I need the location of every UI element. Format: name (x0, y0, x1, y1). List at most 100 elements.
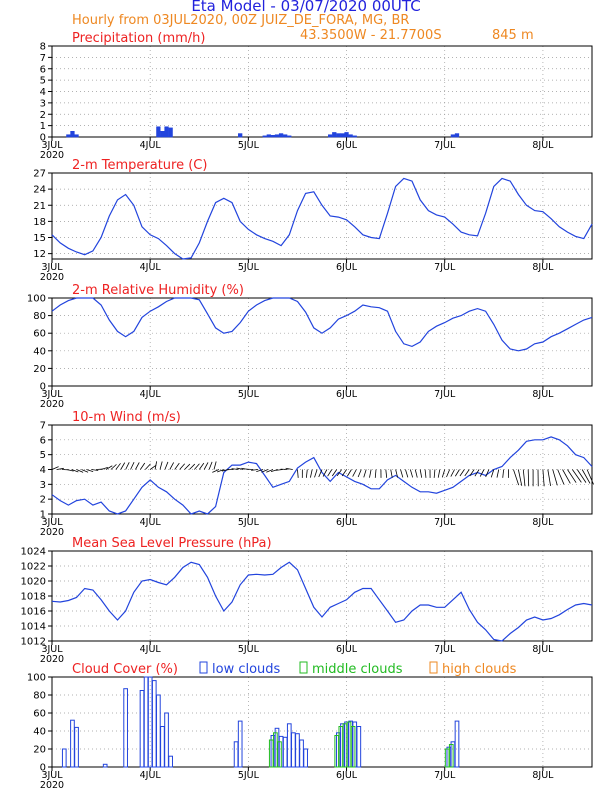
precip-bar (332, 132, 337, 138)
wind-barb (91, 469, 99, 471)
y-tick-label: 40 (33, 727, 46, 738)
wind-barb (395, 469, 399, 478)
wind-barb (213, 461, 217, 470)
y-tick-label: 20 (33, 745, 46, 756)
y-tick-label: 5 (40, 450, 46, 461)
panel-title: 10-m Wind (m/s) (72, 410, 181, 425)
wind-barb (81, 469, 89, 473)
wind-barb (203, 462, 209, 470)
x-tick-label: 7JUL (434, 262, 456, 273)
y-tick-label: 60 (33, 709, 46, 720)
y-tick-label: 15 (33, 233, 46, 244)
wind-barb (236, 467, 244, 470)
bar-low-clouds (139, 690, 145, 768)
wind-barb (159, 461, 163, 470)
x-tick-label: 8JUL (532, 644, 554, 655)
y-tick-label: 100 (27, 294, 46, 305)
wind-barb (446, 469, 451, 478)
x-tick-label: 4JUL (140, 262, 162, 273)
panel-title: Cloud Cover (%) (72, 662, 178, 677)
wind-barb (198, 462, 205, 470)
panel-4: 1 2 3 4 5 6 7 3JUL 4JUL 5JUL 6JUL 7JUL 8JUL 2020 10-m … (40, 410, 594, 538)
wind-barb (454, 469, 460, 477)
bar-low-clouds (70, 719, 75, 768)
x-tick-label: 6JUL (336, 389, 358, 400)
x-year-label: 2020 (40, 654, 64, 665)
panel-title: Precipitation (mm/h) (72, 31, 205, 46)
precip-bar (164, 126, 169, 138)
wind-barb (409, 469, 414, 478)
bar-low-clouds (282, 736, 288, 768)
y-tick-label: 8 (40, 42, 46, 53)
y-tick-label: 3 (40, 480, 46, 491)
wind-barb (318, 469, 323, 478)
precip-bar (262, 135, 267, 138)
y-tick-label: 40 (33, 346, 46, 357)
y-tick-label: 7 (40, 421, 46, 432)
x-tick-label: 6JUL (336, 517, 358, 528)
wind-barb (469, 469, 475, 477)
y-tick-label: 18 (33, 217, 46, 228)
panel-5: 1012 1014 1016 1018 1020 1022 1024 3JUL 4JUL 5JUL… (21, 536, 593, 665)
wind-barb (513, 469, 520, 486)
x-tick-label: 5JUL (238, 770, 260, 781)
wind-barb (517, 469, 523, 486)
wind-barb (485, 469, 490, 478)
wind-barb (331, 469, 338, 477)
x-year-label: 2020 (40, 527, 64, 538)
series-line (51, 297, 593, 352)
precip-bar (352, 135, 357, 138)
x-tick-label: 5JUL (238, 644, 260, 655)
wind-barb (105, 465, 113, 470)
x-year-label: 2020 (40, 272, 64, 283)
wind-barb (464, 469, 470, 477)
precip-bar (168, 127, 173, 138)
station-coordinates: 43.3500W - 21.7700S (300, 28, 442, 43)
panel-title: 2-m Relative Humidity (%) (72, 283, 244, 298)
x-tick-label: 4JUL (140, 140, 162, 151)
wind-barb (297, 469, 299, 478)
series-line (51, 177, 593, 260)
y-tick-label: 1 (40, 121, 46, 132)
wind-barb (581, 469, 591, 484)
wind-barb (100, 467, 108, 470)
legend-label: low clouds (212, 662, 281, 677)
wind-barb (552, 469, 558, 486)
wind-barb (174, 462, 180, 470)
legend-label: high clouds (442, 662, 517, 677)
x-tick-label: 5JUL (238, 389, 260, 400)
wind-barb (437, 469, 441, 478)
station-elevation: 845 m (492, 28, 534, 43)
wind-barb (405, 469, 409, 478)
precip-bar (278, 133, 284, 138)
bar-low-clouds (156, 694, 161, 768)
y-tick-label: 5 (40, 76, 46, 87)
precip-bar (66, 134, 71, 138)
wind-barb (369, 469, 372, 478)
wind-barb (140, 462, 146, 470)
y-tick-label: 1014 (21, 622, 46, 633)
wind-barb (390, 469, 393, 478)
y-tick-label: 6 (40, 64, 46, 75)
wind-barb (71, 469, 79, 473)
y-tick-label: 1 (40, 510, 46, 521)
wind-barb (327, 469, 333, 477)
x-tick-label: 4JUL (140, 517, 162, 528)
wind-barb (433, 469, 436, 478)
wind-barb (169, 462, 175, 470)
wind-barb (275, 469, 283, 471)
wind-barb (256, 469, 264, 472)
y-tick-label: 60 (33, 329, 46, 340)
bar-low-clouds (151, 680, 157, 768)
wind-barb (576, 469, 587, 483)
wind-barb (164, 461, 169, 470)
panel-6: 0 20 40 60 80 100 3JUL 4JUL 5JUL 6JUL 7JUL 8JUL 2020… (27, 661, 593, 791)
wind-barb (66, 469, 74, 472)
wind-barb (490, 469, 495, 478)
x-tick-label: 8JUL (532, 140, 554, 151)
bar-low-clouds (164, 712, 169, 768)
wind-barb (441, 469, 446, 478)
wind-barb (56, 467, 64, 470)
bar-low-clouds (123, 688, 128, 768)
wind-barb (231, 468, 239, 470)
